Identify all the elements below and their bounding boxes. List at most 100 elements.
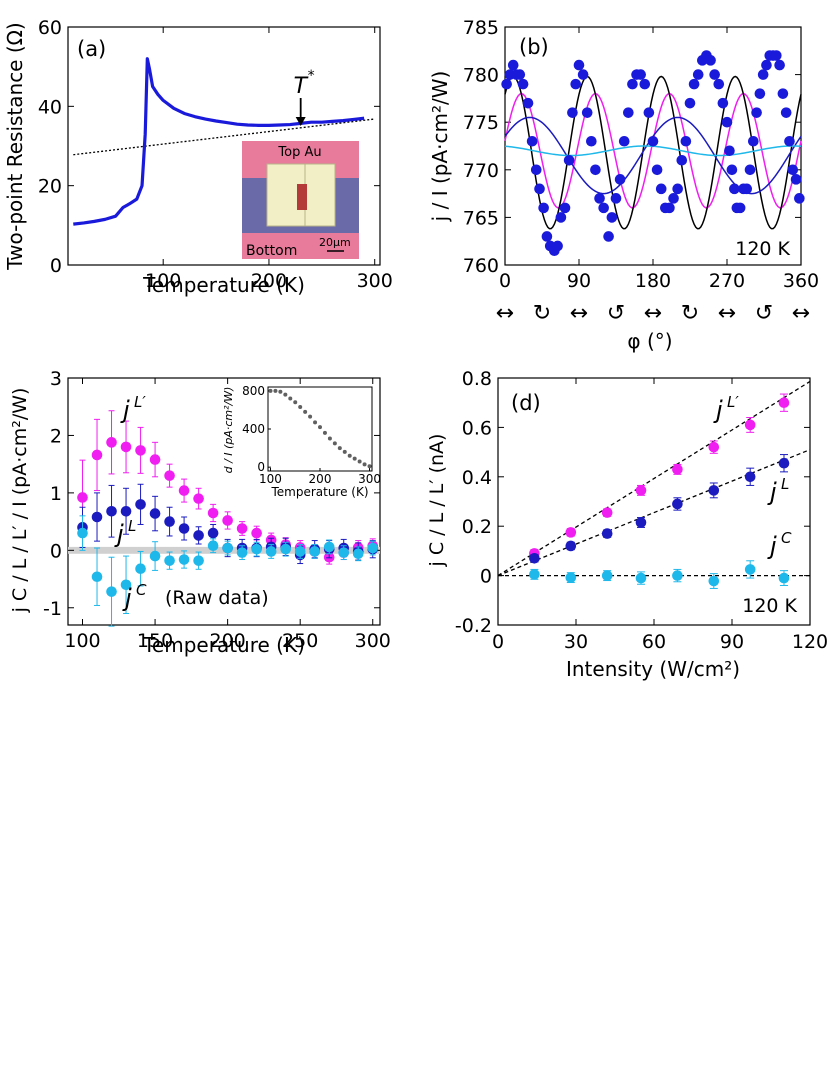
data-point-jL'	[207, 507, 219, 519]
data-point	[598, 202, 609, 214]
data-point-jL'	[120, 441, 132, 453]
data-point	[573, 59, 585, 71]
data-point	[618, 135, 630, 147]
data-point	[577, 69, 589, 80]
data-point-jC	[280, 543, 291, 555]
data-point	[614, 174, 626, 185]
y-tick-label: 780	[463, 65, 499, 87]
x-tick-label: 180	[635, 270, 671, 292]
x-axis-title: Intensity (W/cm²)	[566, 657, 740, 681]
y-tick-label: 785	[463, 17, 499, 39]
data-point	[514, 69, 526, 80]
panel-label: (d)	[511, 391, 541, 415]
panel-label: (a)	[77, 37, 106, 61]
data-point	[713, 78, 725, 90]
inset-data-point	[337, 446, 342, 451]
data-point	[538, 202, 549, 214]
data-point	[559, 202, 571, 214]
data-point	[717, 97, 729, 109]
data-point-jL'	[565, 527, 577, 538]
data-point	[721, 116, 733, 128]
data-point-jL'	[91, 449, 103, 461]
x-tick-label: 360	[783, 270, 819, 292]
data-point-jL	[164, 516, 175, 527]
data-point	[517, 78, 529, 90]
fit-curve-black	[504, 75, 802, 230]
y-tick-label: 20	[38, 176, 62, 198]
data-point-jC	[207, 540, 219, 552]
inset-data-point	[352, 456, 357, 461]
data-point	[684, 97, 696, 109]
inset-data-point	[293, 400, 298, 405]
polarization-symbol: ↔	[792, 301, 810, 326]
label-jC: j	[122, 584, 132, 612]
data-point	[757, 69, 769, 80]
data-point	[744, 164, 756, 176]
data-point-jL'	[164, 470, 175, 481]
y-tick-label: 0.4	[462, 467, 492, 489]
data-point	[627, 78, 638, 90]
data-point	[586, 135, 597, 147]
fit-line-jL'	[497, 380, 811, 577]
data-point-jC	[178, 554, 190, 565]
panel-d-frame	[497, 377, 811, 626]
x-tick-label: 120	[792, 631, 828, 653]
data-point-jL	[672, 498, 683, 510]
data-point-jL	[601, 528, 613, 539]
data-point-jL'	[601, 507, 613, 518]
inset-data-point	[332, 441, 337, 446]
data-point-jC	[164, 555, 175, 566]
data-point	[709, 69, 720, 80]
y-tick-label: 0.8	[462, 368, 492, 390]
data-point	[541, 231, 553, 242]
x-axis-title: Temperature (K)	[142, 633, 305, 657]
x-tick-label: 200	[251, 270, 287, 292]
x-tick-label: 100	[64, 630, 100, 652]
data-point-jC	[251, 543, 262, 555]
panel-label: (b)	[519, 35, 549, 59]
data-point	[530, 164, 542, 176]
data-point-jL'	[236, 523, 248, 534]
panel-a-frame	[67, 26, 381, 266]
panel-c-frame	[67, 377, 381, 626]
y-tick-label: 40	[38, 96, 62, 118]
data-point-jC	[635, 572, 647, 584]
data-point-jL'	[106, 437, 117, 448]
data-point	[794, 193, 805, 204]
data-point	[688, 78, 700, 90]
data-point-jC	[778, 572, 790, 584]
data-point-jL	[207, 527, 219, 539]
data-point-jC	[106, 586, 117, 597]
inset-y-tick-label: 400	[242, 422, 265, 436]
x-tick-label: 30	[564, 631, 588, 653]
polarization-symbol: ↻	[681, 301, 699, 326]
data-point	[606, 212, 618, 223]
x-tick-label: 200	[209, 630, 245, 652]
data-point	[664, 202, 675, 214]
y-axis-title: Two-point Resistance (Ω)	[3, 22, 27, 270]
data-point-jL'	[672, 464, 683, 475]
label-jL-sup: L	[128, 517, 136, 535]
data-point	[734, 202, 746, 214]
data-point	[672, 183, 683, 195]
y-tick-label: 0	[480, 566, 492, 588]
temperature-annotation: 120 K	[735, 238, 790, 260]
data-point-jL	[708, 485, 720, 496]
data-point	[761, 59, 772, 71]
data-point-jC	[265, 546, 277, 557]
inset-y-title: d / I (pA·cm²/W)	[222, 387, 235, 474]
data-point-jC	[193, 555, 204, 566]
data-point-jL'	[149, 454, 161, 465]
data-point	[594, 193, 605, 204]
y-axis-title: j C / L / L′ (nA)	[426, 434, 448, 568]
data-point	[570, 78, 582, 90]
y-tick-label: 775	[463, 112, 499, 134]
data-point-jC	[352, 548, 364, 560]
data-point-jC	[601, 570, 613, 581]
inset-data-point	[357, 459, 362, 464]
y-tick-label: 0.2	[462, 516, 492, 538]
data-point	[724, 145, 735, 157]
data-point-jC	[708, 575, 720, 587]
data-point-jL	[778, 457, 790, 469]
